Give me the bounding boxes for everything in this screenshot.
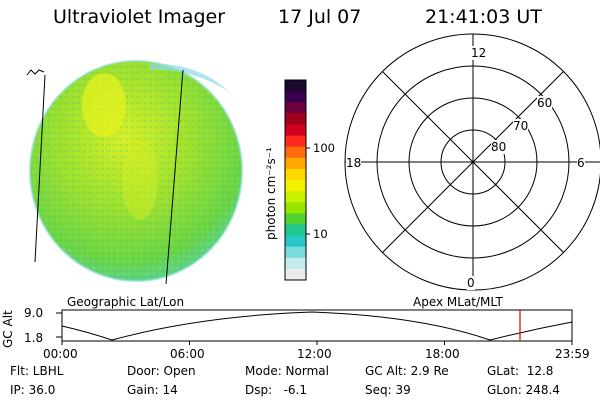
status-seq: Seq: 39	[365, 383, 411, 397]
timeline-xtick-label: 23:59	[555, 347, 590, 361]
mlt-diagonal	[382, 71, 564, 253]
status-dsp: Dsp: -6.1	[245, 383, 308, 397]
colorbar-segment	[285, 235, 306, 248]
colorbar-segment	[285, 202, 306, 214]
colorbar-segment	[285, 91, 306, 103]
mlat-label-70: 70	[513, 119, 529, 133]
timeline-left-title: Geographic Lat/Lon	[67, 295, 185, 309]
colorbar-tick-label: 100	[313, 141, 335, 155]
timeline-ymax-label: 9.0	[24, 306, 44, 320]
timeline-right-title: Apex MLat/MLT	[413, 295, 503, 309]
colorbar-segment	[285, 146, 306, 159]
time-label: 21:41:03 UT	[425, 6, 542, 28]
timeline-ylabel: GC Alt	[1, 310, 15, 348]
mlt-label-noon: 12	[471, 46, 487, 60]
timeline-xtick-label: 12:00	[297, 347, 332, 361]
colorbar-segment	[285, 157, 306, 170]
terminator-line-left	[34, 74, 46, 263]
mlat-label-60: 60	[537, 96, 553, 110]
colorbar-segment	[285, 124, 306, 137]
colorbar-segment	[285, 80, 306, 92]
disk-edge	[29, 60, 243, 282]
status-door: Door: Open	[127, 364, 196, 378]
colorbar-segment	[285, 213, 306, 225]
colorbar-segment	[285, 102, 306, 114]
altitude-curve	[61, 311, 573, 341]
colorbar-segment	[285, 180, 306, 192]
colorbar-segment	[285, 113, 306, 125]
bright-patch	[82, 73, 126, 137]
status-glon: GLon: 248.4	[487, 383, 560, 397]
status-filter: Flt: LBHL	[10, 364, 64, 378]
colorbar-frame	[284, 79, 307, 281]
page-title: Ultraviolet Imager	[53, 6, 226, 28]
colorbar-segment	[285, 168, 306, 181]
status-ip: IP: 36.0	[10, 383, 56, 397]
coastline-outline	[26, 69, 45, 76]
timeline-xtick-label: 06:00	[170, 347, 205, 361]
timeline-frame	[61, 309, 573, 342]
colorbar	[285, 80, 306, 281]
limb-haze	[150, 63, 232, 95]
bright-patch	[122, 140, 158, 220]
colorbar-segment	[285, 268, 306, 281]
timeline-xtick-label: 00:00	[43, 347, 78, 361]
status-gain: Gain: 14	[127, 383, 178, 397]
mlat-label-80: 80	[491, 140, 507, 154]
colorbar-segment	[285, 224, 306, 237]
colorbar-unit-label: photon cm⁻²s⁻¹	[264, 147, 278, 240]
terminator-line-right	[165, 69, 184, 285]
polar-plot	[344, 33, 600, 291]
status-glat: GLat: 12.8	[487, 364, 554, 378]
colorbar-segment	[285, 135, 306, 148]
colorbar-segment	[285, 246, 306, 259]
colorbar-tick-label: 10	[313, 227, 328, 241]
timeline-xtick-label: 18:00	[425, 347, 460, 361]
mlt-label-dusk: 18	[346, 156, 362, 170]
uv-image	[26, 60, 243, 285]
mlt-label-midnight: 0	[467, 276, 475, 290]
mlt-label-dawn: 6	[577, 156, 585, 170]
status-gc-alt: GC Alt: 2.9 Re	[365, 364, 449, 378]
status-mode: Mode: Normal	[245, 364, 329, 378]
colorbar-segment	[285, 191, 306, 203]
timeline-ymin-label: 1.8	[24, 331, 44, 345]
date-label: 17 Jul 07	[278, 6, 362, 28]
colorbar-segment	[285, 257, 306, 270]
